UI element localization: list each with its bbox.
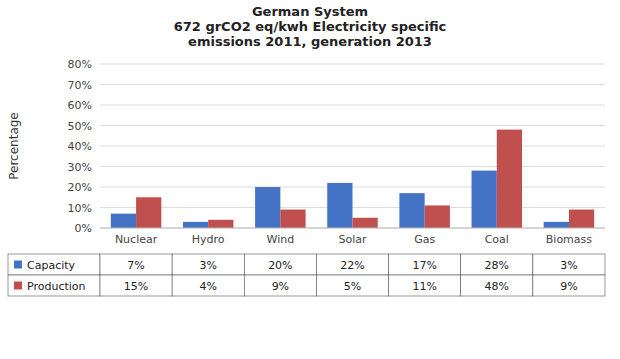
table-cell (389, 254, 461, 275)
table-cell (172, 275, 244, 296)
table-value: 4% (199, 280, 216, 293)
table-value: 15% (124, 280, 148, 293)
table-cell (316, 275, 388, 296)
title-line: emissions 2011, generation 2013 (188, 34, 432, 49)
bar (544, 222, 569, 228)
table-cell (461, 254, 533, 275)
legend-swatch (14, 282, 22, 290)
table-value: 9% (272, 280, 289, 293)
y-axis-label: Percentage (7, 112, 21, 180)
x-tick-label: Nuclear (115, 233, 158, 246)
table-cell (244, 254, 316, 275)
grid-line (100, 84, 605, 85)
table-value: 3% (199, 259, 216, 272)
table-value: 9% (560, 280, 577, 293)
table-value: 5% (344, 280, 361, 293)
grid-line (100, 228, 605, 229)
legend-label: Capacity (27, 259, 76, 272)
x-axis-line (100, 228, 605, 229)
table-cell (461, 275, 533, 296)
table-cell (8, 275, 100, 296)
table-cell (8, 254, 100, 275)
legend-label: Production (27, 280, 86, 293)
x-tick-label: Wind (267, 233, 295, 246)
bar (497, 130, 522, 228)
bar (425, 205, 450, 228)
y-tick-label: 70% (68, 79, 92, 92)
title-line: German System (252, 4, 368, 19)
bar (208, 220, 233, 228)
x-tick-label: Solar (338, 233, 367, 246)
title-line: 672 grCO2 eq/kwh Electricity specific (174, 19, 447, 34)
y-tick-label: 10% (68, 202, 92, 215)
bar (183, 222, 208, 228)
table-cell (244, 275, 316, 296)
grid-line (100, 166, 605, 167)
table-value: 3% (560, 259, 577, 272)
x-tick-label: Coal (485, 233, 509, 246)
table-value: 7% (127, 259, 144, 272)
y-tick-label: 0% (75, 222, 92, 235)
bar (472, 171, 497, 228)
table-value: 11% (412, 280, 436, 293)
bar (280, 210, 305, 228)
bar (327, 183, 352, 228)
y-tick-label: 80% (68, 58, 92, 71)
grid-line (100, 64, 605, 65)
y-tick-label: 30% (68, 161, 92, 174)
bar (111, 214, 136, 228)
table-cell (172, 254, 244, 275)
table-cell (100, 254, 172, 275)
bar (136, 197, 161, 228)
table-value: 28% (485, 259, 509, 272)
table-cell (316, 254, 388, 275)
table-value: 20% (268, 259, 292, 272)
grid-line (100, 146, 605, 147)
x-tick-label: Biomass (546, 233, 593, 246)
y-tick-label: 60% (68, 99, 92, 112)
bar (255, 187, 280, 228)
y-tick-label: 20% (68, 181, 92, 194)
bars (111, 130, 594, 228)
y-tick-label: 50% (68, 120, 92, 133)
table-cell (389, 275, 461, 296)
title: German System672 grCO2 eq/kwh Electricit… (174, 4, 447, 49)
table-cell (100, 275, 172, 296)
bar (399, 193, 424, 228)
table-value: 48% (485, 280, 509, 293)
y-tick-label: 40% (68, 140, 92, 153)
legend-swatch (14, 261, 22, 269)
bar (353, 218, 378, 228)
x-tick-label: Gas (414, 233, 435, 246)
table-value: 17% (412, 259, 436, 272)
table-cell (533, 275, 605, 296)
x-tick-label: Hydro (192, 233, 225, 246)
table-value: 22% (340, 259, 364, 272)
bar (569, 210, 594, 228)
grid-line (100, 125, 605, 126)
grid-line (100, 105, 605, 106)
table-cell (533, 254, 605, 275)
